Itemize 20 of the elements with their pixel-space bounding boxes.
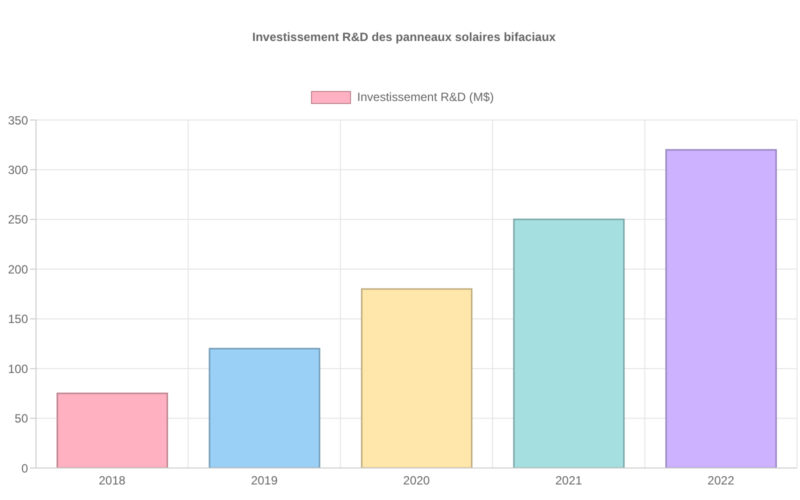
y-tick-label: 100 <box>8 362 28 376</box>
bar <box>208 348 320 468</box>
x-tick-label: 2021 <box>555 474 582 488</box>
bar <box>56 392 168 468</box>
bar <box>513 218 625 468</box>
x-tick-label: 2019 <box>250 474 278 488</box>
y-tick-label: 350 <box>8 113 28 128</box>
chart-title: Investissement R&D des panneaux solaires bifaciaux <box>251 30 557 44</box>
legend-label: Investissement R&D (M$) <box>356 90 494 104</box>
y-tick-label: 50 <box>14 412 28 426</box>
y-tick-label: 250 <box>8 212 28 227</box>
y-tick-label: 300 <box>8 162 28 177</box>
y-tick-label: 150 <box>8 312 28 326</box>
y-tick-label: 200 <box>8 262 28 276</box>
bar <box>360 288 472 468</box>
x-tick-label: 2018 <box>98 474 126 488</box>
x-tick-label: 2022 <box>708 474 735 488</box>
bar <box>665 149 777 468</box>
x-tick-label: 2020 <box>403 474 430 488</box>
y-tick-label: 0 <box>21 461 28 476</box>
